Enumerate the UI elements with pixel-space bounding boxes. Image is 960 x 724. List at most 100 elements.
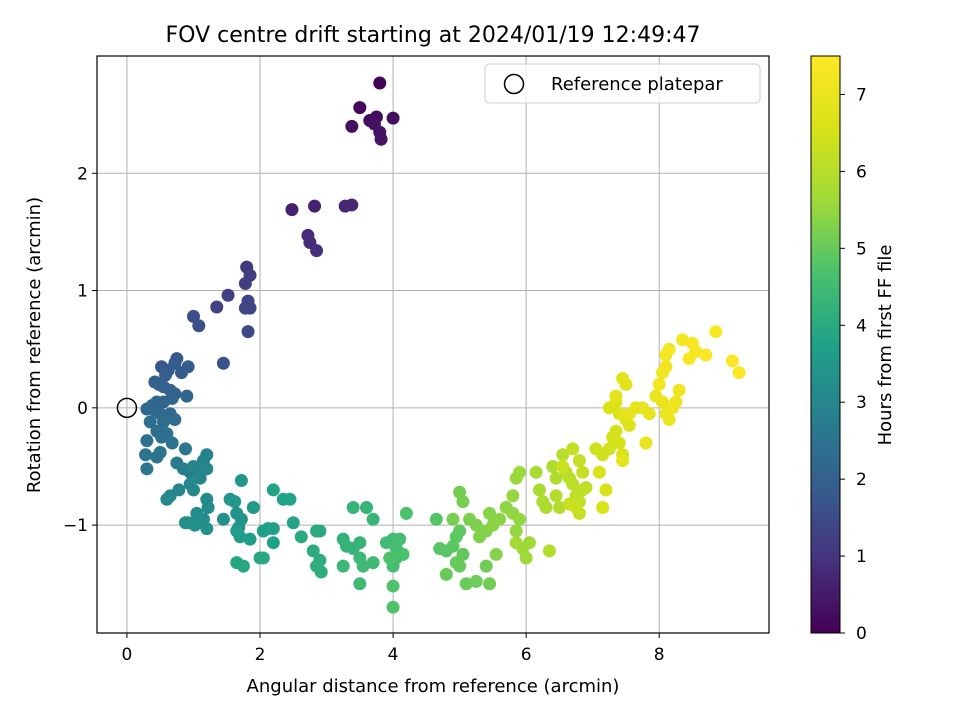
colorbar-tick-label: 7 <box>856 85 867 105</box>
data-point <box>709 325 723 339</box>
data-point <box>599 483 613 497</box>
data-point <box>662 342 676 356</box>
data-points <box>139 76 746 614</box>
data-point <box>241 325 255 339</box>
data-point <box>479 559 493 573</box>
x-tick-label: 6 <box>521 645 532 665</box>
data-point <box>616 454 630 468</box>
data-point <box>366 512 380 526</box>
data-point <box>157 415 171 429</box>
y-tick-label: 2 <box>77 164 88 184</box>
data-point <box>193 471 207 485</box>
colorbar-tick-label: 1 <box>856 547 867 567</box>
data-point <box>256 551 270 565</box>
colorbar-gradient <box>810 55 841 634</box>
data-point <box>549 489 563 503</box>
data-point <box>140 462 154 476</box>
data-point <box>140 434 154 448</box>
colorbar: 0 1 2 3 4 5 6 7 Hours from first FF file <box>810 55 896 644</box>
data-point <box>592 465 606 479</box>
data-point <box>243 532 257 546</box>
data-point <box>159 368 173 382</box>
data-point <box>165 436 179 450</box>
data-point <box>356 559 370 573</box>
data-point <box>489 547 503 561</box>
data-point <box>256 524 270 538</box>
data-point <box>283 492 297 506</box>
data-point <box>512 512 526 526</box>
data-point <box>662 413 676 427</box>
data-point <box>652 377 666 391</box>
colorbar-tick-label: 0 <box>856 624 867 644</box>
data-point <box>612 436 626 450</box>
data-point <box>552 501 566 515</box>
data-point <box>725 354 739 368</box>
colorbar-ticks: 0 1 2 3 4 5 6 7 <box>840 85 867 644</box>
y-tick-label: −1 <box>63 516 88 536</box>
data-point <box>285 203 299 217</box>
legend-entry-label: Reference platepar <box>551 74 723 95</box>
data-point <box>345 198 359 212</box>
data-point <box>200 522 214 536</box>
data-point <box>556 448 570 462</box>
data-point <box>234 474 248 488</box>
data-point <box>396 547 410 561</box>
data-point <box>346 501 360 515</box>
data-point <box>238 277 252 291</box>
legend-box <box>484 63 761 104</box>
data-point <box>446 512 460 526</box>
x-tick-label: 0 <box>122 645 133 665</box>
x-tick-label: 4 <box>388 645 399 665</box>
data-point <box>542 544 556 558</box>
data-point <box>386 600 400 614</box>
data-point <box>456 495 470 509</box>
x-axis-ticks: 0 2 4 6 8 <box>122 633 665 665</box>
data-point <box>160 492 174 506</box>
data-point <box>483 577 497 591</box>
x-axis-label: Angular distance from reference (arcmin) <box>247 676 620 697</box>
data-point <box>519 551 533 565</box>
data-point <box>216 512 230 526</box>
data-point <box>139 448 153 462</box>
data-point <box>313 524 327 538</box>
colorbar-tick-label: 4 <box>856 316 867 336</box>
colorbar-label: Hours from first FF file <box>875 245 896 446</box>
data-point <box>236 559 250 573</box>
x-tick-label: 8 <box>654 645 665 665</box>
data-point <box>345 119 359 133</box>
data-point <box>170 352 184 366</box>
y-tick-label: 1 <box>77 282 88 302</box>
data-point <box>266 522 280 536</box>
data-point <box>221 288 235 302</box>
data-point <box>359 501 373 515</box>
data-point <box>579 481 593 495</box>
data-point <box>619 377 633 391</box>
data-point <box>353 536 367 550</box>
data-point <box>238 301 252 315</box>
data-point <box>609 424 623 438</box>
data-point <box>366 556 380 570</box>
data-point <box>529 465 543 479</box>
data-point <box>566 442 580 456</box>
data-point <box>178 442 192 456</box>
data-point <box>246 501 260 515</box>
legend-marker <box>503 73 525 95</box>
data-point <box>429 512 443 526</box>
data-point <box>266 536 280 550</box>
data-point <box>522 536 536 550</box>
plot-frame <box>96 55 770 634</box>
data-point <box>186 459 200 473</box>
data-point <box>453 524 467 538</box>
data-point <box>453 559 467 573</box>
data-point <box>216 356 230 370</box>
data-point <box>512 465 526 479</box>
data-point <box>181 360 195 374</box>
data-point <box>469 574 483 588</box>
data-point <box>596 501 610 515</box>
y-tick-label: 0 <box>77 399 88 419</box>
data-point <box>576 465 590 479</box>
data-point <box>672 383 686 397</box>
y-axis-ticks: −1 0 1 2 <box>63 164 97 536</box>
data-point <box>439 567 453 581</box>
